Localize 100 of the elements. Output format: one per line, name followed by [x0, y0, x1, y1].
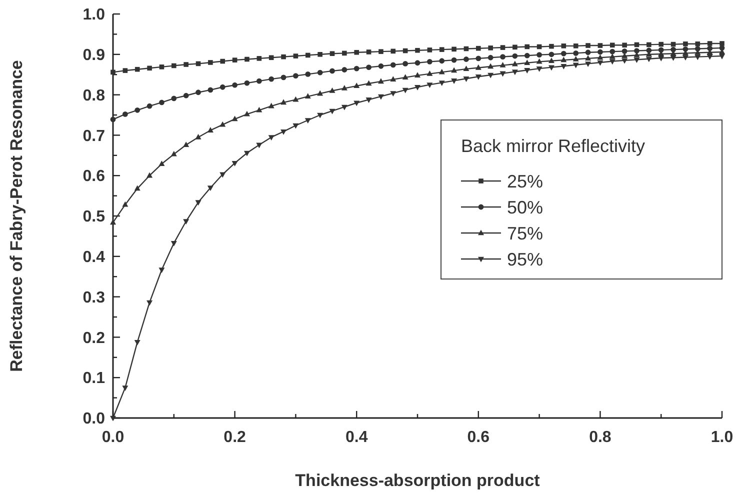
- point: [196, 90, 201, 96]
- y-tick-label: 0.6: [82, 168, 106, 186]
- point: [244, 150, 250, 156]
- point: [426, 58, 432, 64]
- point: [244, 110, 250, 116]
- point: [220, 121, 226, 127]
- point: [475, 74, 482, 80]
- point: [561, 44, 566, 48]
- point: [122, 386, 128, 391]
- point: [426, 82, 433, 88]
- legend-label: 25%: [507, 171, 544, 192]
- x-tick-label: 0.2: [224, 429, 246, 446]
- point: [110, 116, 116, 122]
- point: [390, 91, 396, 96]
- point: [195, 200, 202, 206]
- point: [354, 82, 360, 88]
- point: [610, 48, 616, 54]
- point: [646, 56, 652, 62]
- point: [159, 100, 164, 106]
- point: [366, 64, 372, 70]
- point: [122, 201, 128, 207]
- point: [390, 62, 396, 68]
- point: [146, 300, 153, 306]
- point: [220, 84, 226, 90]
- point: [451, 67, 458, 73]
- point: [415, 48, 420, 53]
- point: [390, 76, 396, 82]
- point: [414, 85, 420, 90]
- point: [317, 112, 324, 118]
- y-tick-label: 0.1: [82, 370, 106, 388]
- point: [682, 55, 688, 61]
- point: [256, 78, 262, 84]
- x-tick-label: 0.8: [589, 429, 612, 446]
- point: [670, 56, 676, 61]
- point: [598, 43, 603, 48]
- point: [378, 63, 384, 69]
- point: [147, 66, 152, 71]
- point: [560, 50, 566, 56]
- point: [488, 46, 493, 50]
- x-tick-label: 0.4: [345, 429, 368, 446]
- point: [463, 66, 470, 72]
- point: [573, 50, 579, 56]
- point: [402, 88, 408, 94]
- point: [646, 42, 652, 48]
- point: [232, 82, 238, 88]
- point: [268, 76, 274, 82]
- point: [220, 58, 226, 64]
- point: [622, 48, 628, 54]
- point: [597, 60, 604, 66]
- point: [439, 47, 444, 52]
- point: [134, 107, 140, 113]
- point: [110, 416, 116, 422]
- point: [256, 142, 262, 148]
- point: [524, 68, 530, 74]
- point: [475, 64, 482, 70]
- point: [170, 150, 177, 156]
- point: [512, 70, 518, 76]
- point: [610, 42, 615, 48]
- point: [378, 78, 384, 84]
- point: [464, 56, 469, 62]
- point: [548, 52, 554, 58]
- point: [318, 52, 322, 57]
- point: [146, 103, 152, 109]
- point: [256, 56, 262, 61]
- point: [330, 68, 335, 74]
- point: [585, 55, 592, 61]
- point: [304, 118, 311, 124]
- y-tick-label: 0.3: [82, 289, 106, 306]
- point: [207, 186, 214, 192]
- point: [378, 94, 384, 100]
- point: [488, 72, 494, 78]
- point: [560, 56, 567, 62]
- point: [414, 60, 420, 66]
- point: [293, 73, 298, 79]
- point: [110, 219, 116, 225]
- point: [585, 50, 591, 56]
- point: [146, 172, 153, 178]
- point: [232, 116, 238, 122]
- point: [548, 65, 554, 71]
- y-tick-label: 0.2: [82, 330, 106, 347]
- point: [438, 80, 445, 86]
- point: [268, 102, 274, 108]
- y-tick-label: 0.4: [82, 249, 106, 266]
- point: [414, 72, 420, 78]
- point: [354, 100, 360, 106]
- x-tick-label: 1.0: [710, 429, 734, 446]
- point: [305, 52, 310, 58]
- point: [695, 41, 700, 46]
- point: [476, 46, 481, 51]
- point: [512, 60, 518, 66]
- point: [572, 62, 579, 68]
- point: [609, 54, 616, 59]
- point: [134, 185, 140, 191]
- y-tick-label: 0.5: [82, 208, 106, 226]
- point: [536, 66, 542, 72]
- point: [354, 66, 360, 72]
- point: [488, 54, 494, 60]
- x-axis-title: Thickness-absorption product: [295, 471, 540, 490]
- point: [122, 68, 128, 73]
- point: [707, 41, 712, 46]
